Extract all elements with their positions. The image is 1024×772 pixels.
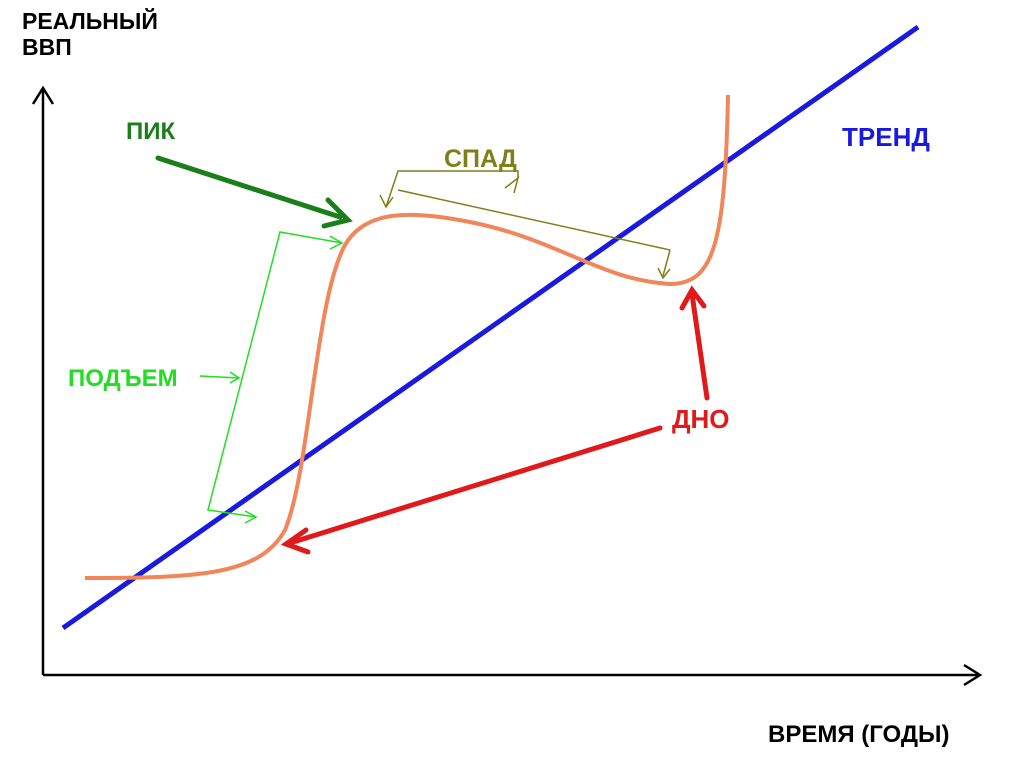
trough-label: ДНО bbox=[672, 404, 730, 434]
axes bbox=[31, 85, 983, 687]
decline-bracket bbox=[379, 170, 671, 280]
peak-arrow bbox=[155, 155, 353, 229]
trend-line bbox=[61, 24, 920, 631]
business-cycle-curve bbox=[84, 94, 730, 580]
y-axis-arrowhead bbox=[31, 85, 55, 105]
x-axis-arrowhead bbox=[963, 663, 983, 687]
decline-label: СПАД bbox=[444, 145, 517, 173]
trough-arrows bbox=[280, 285, 710, 555]
y-axis-label-line2: ВВП bbox=[22, 34, 72, 60]
trend-label: ТРЕНД bbox=[842, 122, 930, 152]
rise-bracket bbox=[199, 231, 344, 524]
peak-label: ПИК bbox=[126, 118, 176, 145]
x-axis-label: ВРЕМЯ (ГОДЫ) bbox=[768, 721, 950, 748]
y-axis-label-line1: РЕАЛЬНЫЙ bbox=[22, 8, 158, 34]
y-axis-label: РЕАЛЬНЫЙ ВВП bbox=[22, 8, 158, 60]
rise-label: ПОДЪЕМ bbox=[68, 365, 178, 392]
